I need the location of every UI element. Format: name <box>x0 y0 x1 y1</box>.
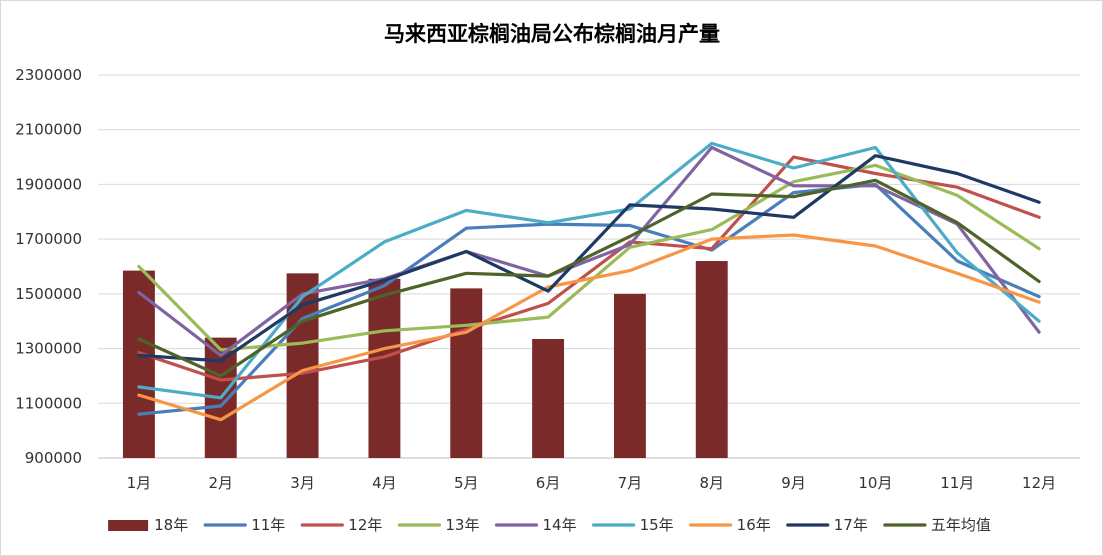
bar <box>695 261 728 458</box>
x-tick-label: 6月 <box>536 474 561 492</box>
line-series <box>137 141 1041 422</box>
y-tick-label: 1300000 <box>15 340 82 358</box>
legend-item: 14年 <box>494 516 577 534</box>
x-axis-tick-labels: 1月 2月 3月 4月 5月 6月 7月 8月 9月 10月 11月 12月 <box>127 474 1056 492</box>
legend-item: 11年 <box>203 516 285 534</box>
legend-label: 13年 <box>445 516 479 534</box>
bar <box>532 338 565 458</box>
x-tick-label: 1月 <box>127 474 152 492</box>
y-tick-label: 900000 <box>25 449 82 467</box>
y-tick-label: 2100000 <box>15 121 82 139</box>
bar <box>122 270 155 458</box>
y-tick-label: 1900000 <box>15 175 82 193</box>
series-line <box>137 163 1041 352</box>
series-line <box>137 141 1041 400</box>
y-tick-label: 1500000 <box>15 285 82 303</box>
series-line <box>137 145 1041 357</box>
legend-item: 18年 <box>108 516 188 534</box>
legend-item: 17年 <box>786 516 868 534</box>
legend-item: 15年 <box>591 516 674 534</box>
x-tick-label: 7月 <box>618 474 643 492</box>
legend: 18年 11年 12年 13年 14年 15年 16年 17年 五年均值 <box>108 516 991 534</box>
legend-swatch-bar <box>108 520 149 531</box>
legend-label: 17年 <box>834 516 868 534</box>
chart-title: 马来西亚棕榈油局公布棕榈油月产量 <box>384 22 720 46</box>
y-tick-label: 2300000 <box>15 66 82 84</box>
series-line <box>137 154 1041 363</box>
legend-item: 13年 <box>397 516 479 534</box>
x-tick-label: 8月 <box>699 474 724 492</box>
bar <box>368 278 401 458</box>
legend-label: 五年均值 <box>931 516 991 534</box>
legend-item: 16年 <box>689 516 771 534</box>
legend-label: 11年 <box>251 516 285 534</box>
y-axis-tick-labels: 900000 1100000 1300000 1500000 1700000 190000… <box>15 66 82 467</box>
legend-label: 12年 <box>348 516 382 534</box>
series-line <box>137 155 1041 382</box>
series-line <box>137 182 1041 416</box>
bar <box>613 293 646 458</box>
legend-label: 18年 <box>154 516 188 534</box>
x-tick-label: 11月 <box>940 474 974 492</box>
x-tick-label: 9月 <box>781 474 806 492</box>
x-tick-label: 5月 <box>454 474 479 492</box>
legend-item: 五年均值 <box>883 516 991 534</box>
bar <box>450 288 483 458</box>
x-tick-label: 4月 <box>372 474 397 492</box>
y-tick-label: 1700000 <box>15 230 82 248</box>
legend-item: 12年 <box>300 516 382 534</box>
legend-label: 15年 <box>640 516 674 534</box>
legend-label: 14年 <box>542 516 576 534</box>
y-tick-label: 1100000 <box>15 394 82 412</box>
x-tick-label: 2月 <box>208 474 233 492</box>
x-tick-label: 10月 <box>858 474 892 492</box>
x-tick-label: 3月 <box>290 474 315 492</box>
series-line <box>137 233 1041 422</box>
legend-label: 16年 <box>737 516 771 534</box>
x-tick-label: 12月 <box>1022 474 1056 492</box>
series-line <box>137 178 1041 378</box>
